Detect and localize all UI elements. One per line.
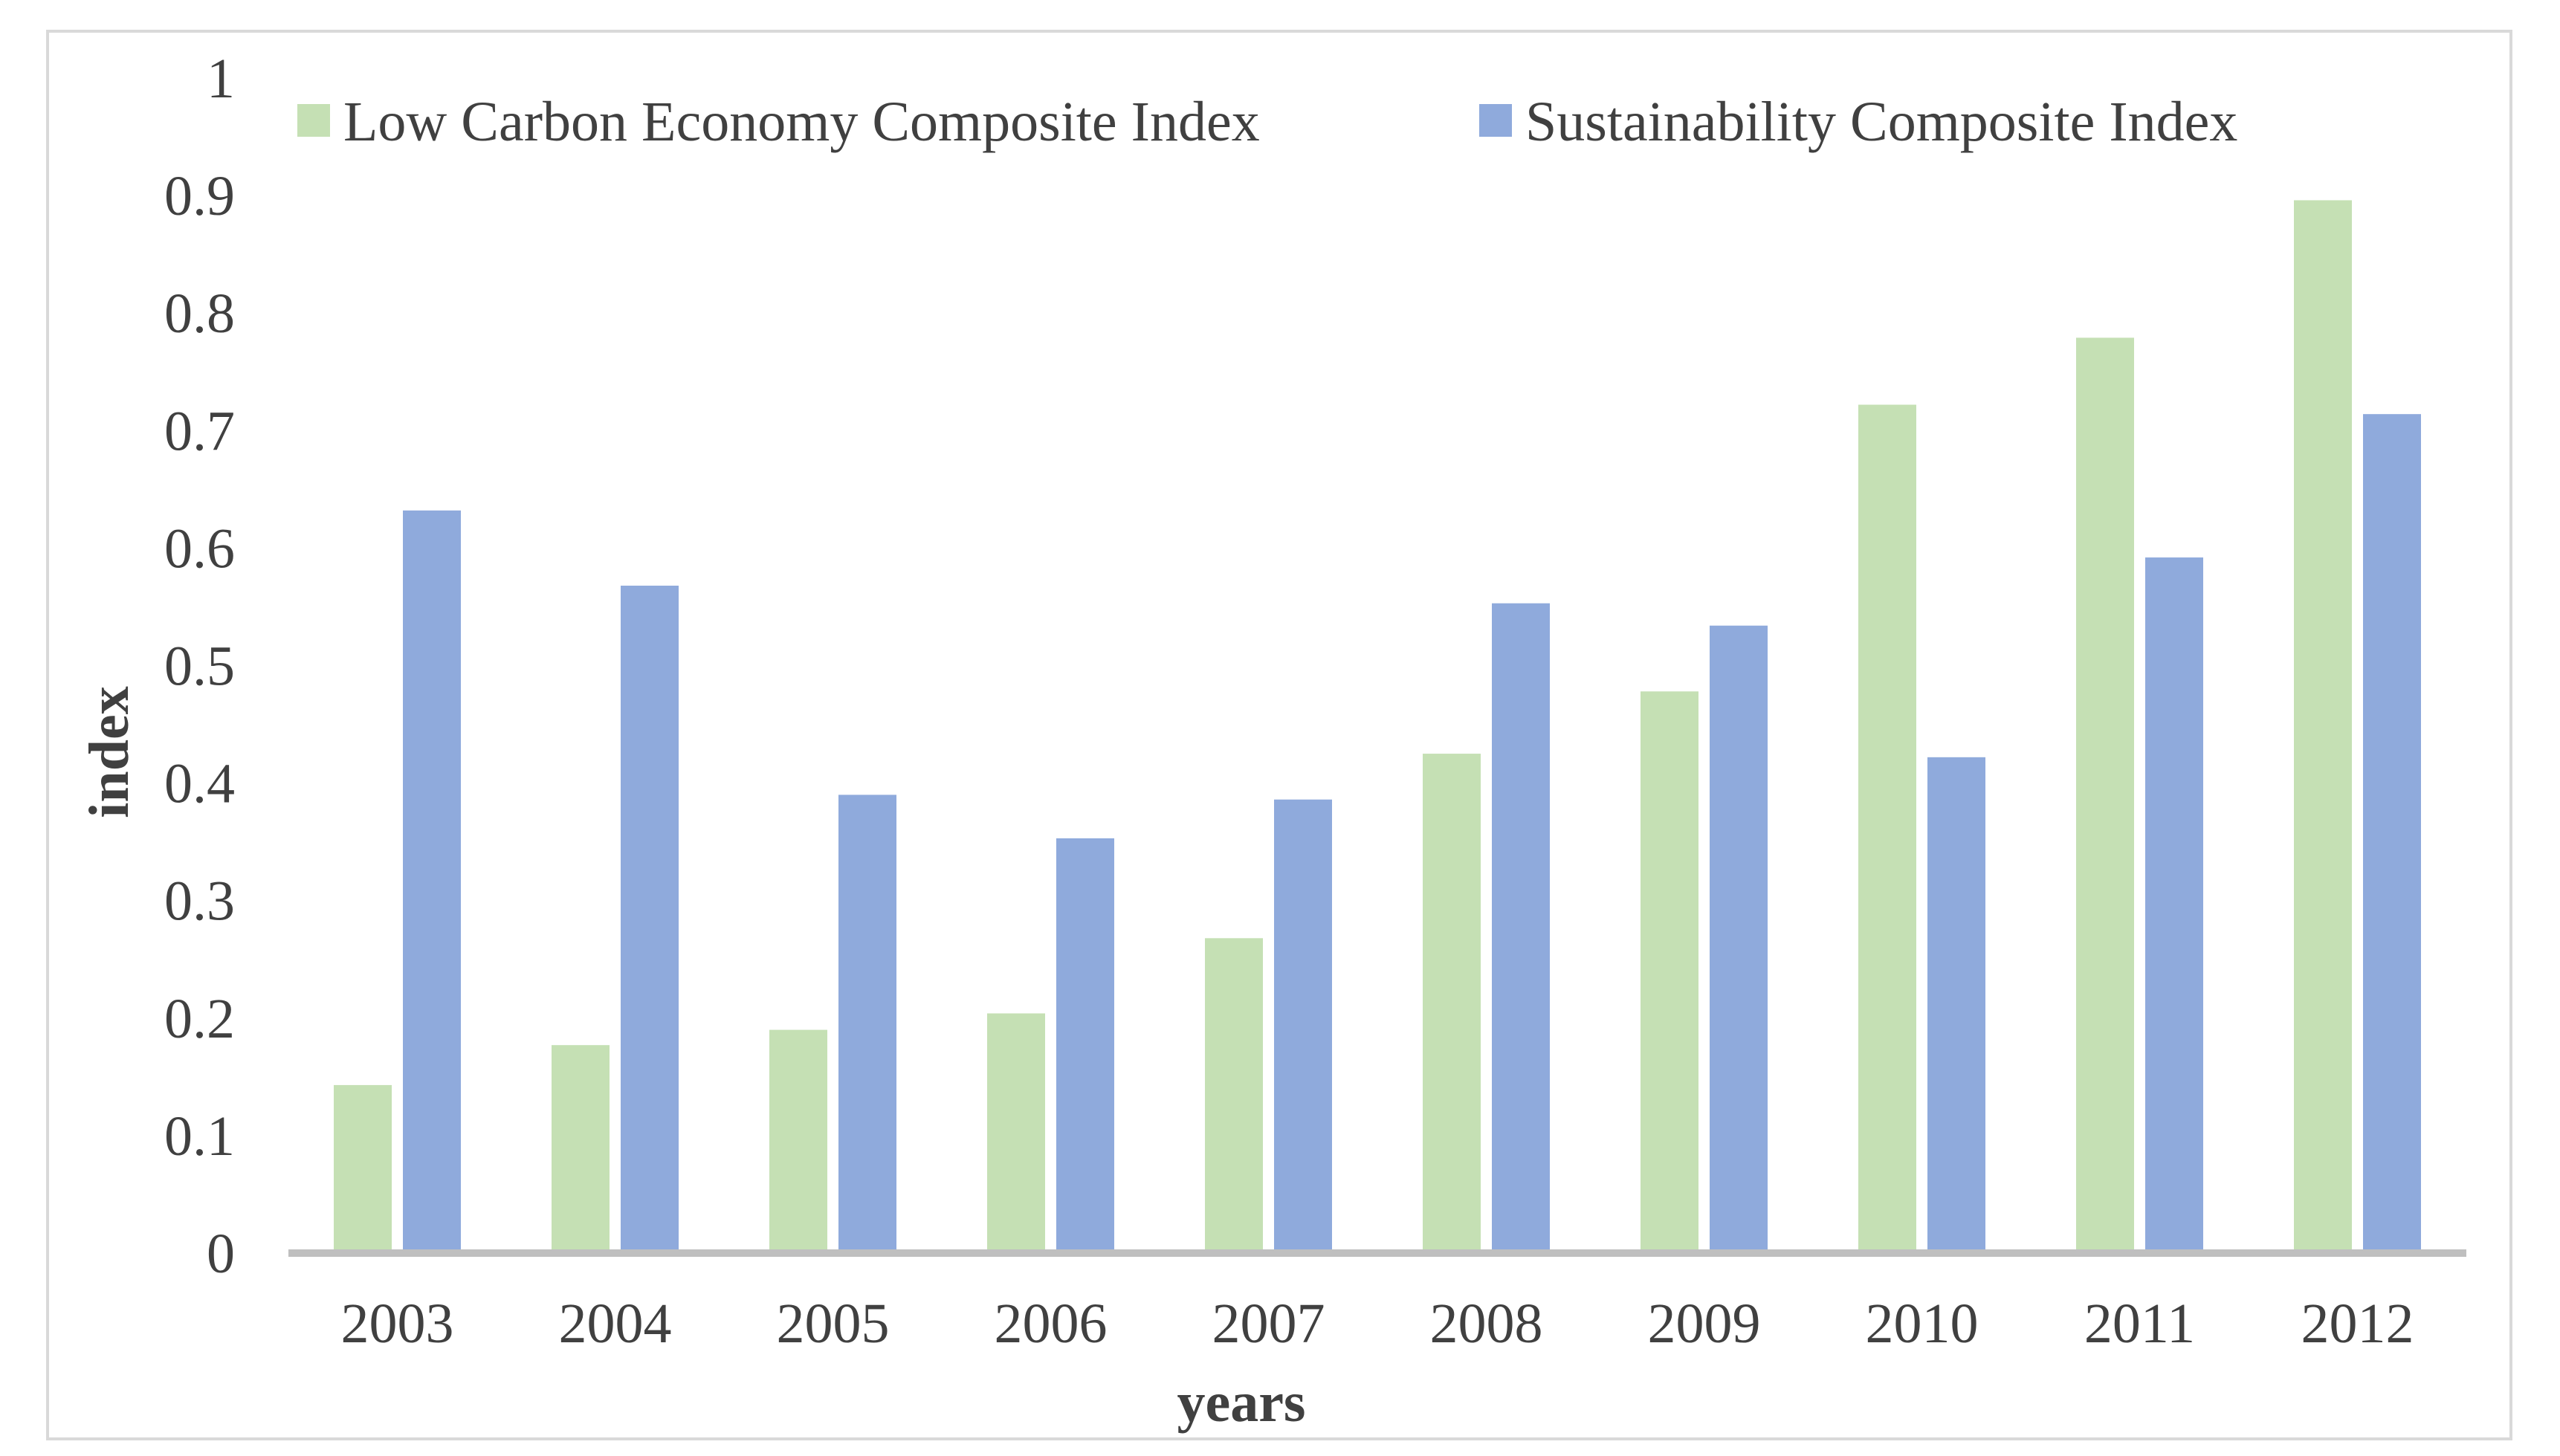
y-tick-label: 0.6 [164, 517, 235, 580]
y-tick-label: 0.1 [164, 1105, 235, 1168]
y-tick-label: 0.9 [164, 165, 235, 227]
bar-sustainability-2009 [1710, 625, 1768, 1253]
bar-low-carbon-2010 [1858, 404, 1916, 1253]
y-tick-label: 0.7 [164, 400, 235, 462]
x-tick-label-2006: 2006 [995, 1292, 1108, 1355]
chart-frame [46, 30, 2512, 1440]
y-axis-ticks: 0 0.1 0.2 0.3 0.4 0.5 0.6 0.7 0.8 0.9 1 [164, 48, 235, 1285]
legend-swatch-low-carbon [297, 104, 330, 137]
x-tick-label-2010: 2010 [1866, 1292, 1979, 1355]
y-tick-label: 0.3 [164, 870, 235, 933]
bar-sustainability-2003 [403, 510, 461, 1253]
x-axis-title: years [1177, 1371, 1305, 1434]
bar-low-carbon-2009 [1641, 691, 1698, 1253]
bar-sustainability-2008 [1492, 603, 1550, 1253]
bar-low-carbon-2004 [552, 1045, 610, 1253]
bar-low-carbon-2011 [2076, 337, 2134, 1253]
x-axis-ticks: 2003 2004 2005 2006 2007 2008 2009 2010 2011 2012 [341, 1292, 2414, 1355]
y-axis-title: index [78, 686, 140, 818]
x-tick-label-2003: 2003 [341, 1292, 454, 1355]
bar-low-carbon-2008 [1423, 754, 1481, 1253]
x-tick-label-2011: 2011 [2084, 1292, 2195, 1355]
y-tick-label: 0.2 [164, 988, 235, 1050]
x-tick-label-2008: 2008 [1430, 1292, 1543, 1355]
bar-sustainability-2010 [1927, 757, 1985, 1253]
x-tick-label-2007: 2007 [1212, 1292, 1325, 1355]
x-tick-label-2009: 2009 [1648, 1292, 1761, 1355]
bar-sustainability-2007 [1274, 799, 1332, 1253]
bar-sustainability-2006 [1056, 838, 1114, 1253]
bar-sustainability-2005 [838, 795, 896, 1253]
bar-sustainability-2004 [621, 585, 679, 1253]
bar-low-carbon-2012 [2294, 200, 2352, 1253]
y-tick-label: 0.4 [164, 753, 235, 815]
bar-low-carbon-2003 [334, 1084, 392, 1253]
bar-low-carbon-2006 [987, 1013, 1045, 1253]
y-tick-label: 0.5 [164, 635, 235, 698]
bar-low-carbon-2005 [769, 1029, 827, 1253]
bar-sustainability-2011 [2145, 557, 2203, 1253]
legend: Low Carbon Economy Composite Index Susta… [297, 91, 2237, 153]
legend-label-low-carbon: Low Carbon Economy Composite Index [343, 91, 1260, 153]
y-tick-label: 0 [207, 1223, 235, 1285]
y-tick-label: 0.8 [164, 282, 235, 345]
bar-low-carbon-2007 [1205, 938, 1263, 1253]
y-tick-label: 1 [207, 48, 235, 110]
legend-swatch-sustainability [1479, 104, 1512, 137]
bars [334, 200, 2421, 1253]
bar-sustainability-2012 [2363, 414, 2421, 1253]
x-tick-label-2004: 2004 [559, 1292, 672, 1355]
legend-label-sustainability: Sustainability Composite Index [1525, 91, 2237, 153]
x-tick-label-2012: 2012 [2301, 1292, 2414, 1355]
x-tick-label-2005: 2005 [777, 1292, 890, 1355]
